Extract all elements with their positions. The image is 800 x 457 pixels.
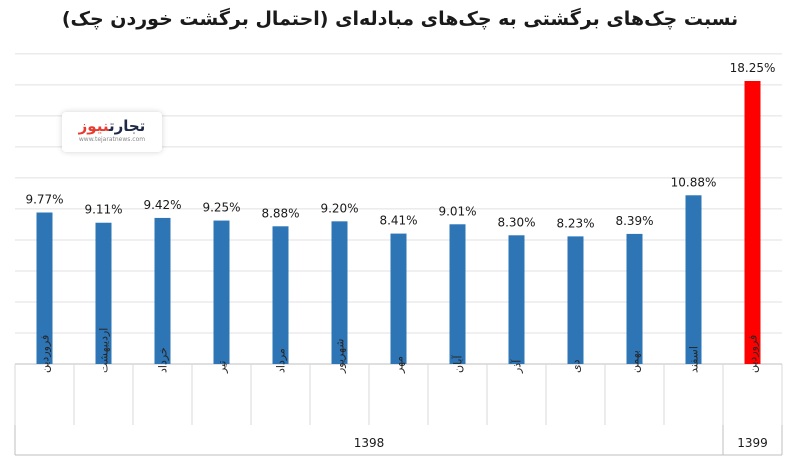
bar xyxy=(626,233,643,364)
bar xyxy=(567,236,584,364)
data-label: 8.41% xyxy=(379,214,417,228)
category-label: اسفند xyxy=(688,346,701,373)
bar xyxy=(449,224,466,364)
bar xyxy=(685,195,702,364)
data-label: 8.30% xyxy=(497,215,535,229)
data-label: 8.88% xyxy=(261,206,299,220)
category-label: تیر xyxy=(216,361,229,374)
bar xyxy=(213,220,230,364)
category-label: فروردین xyxy=(747,335,760,373)
bar xyxy=(331,221,348,364)
data-label: 10.88% xyxy=(671,175,717,189)
data-label: 8.39% xyxy=(615,214,653,228)
category-label: خرداد xyxy=(157,347,170,373)
bar xyxy=(390,233,407,364)
category-label: مرداد xyxy=(275,348,288,373)
data-label: 9.42% xyxy=(143,198,181,212)
category-label: شهریور xyxy=(334,339,347,374)
group-label: 1399 xyxy=(737,436,768,450)
data-label: 9.11% xyxy=(84,203,122,217)
bar xyxy=(36,212,53,364)
data-label: 9.01% xyxy=(438,204,476,218)
category-label: دی xyxy=(570,359,583,373)
category-label: مهر xyxy=(393,356,406,374)
bar xyxy=(154,217,171,364)
bar xyxy=(508,235,525,364)
logo-url: www.tejaratnews.com xyxy=(78,136,146,143)
category-label: اردیبهشت xyxy=(98,328,111,373)
data-label: 9.77% xyxy=(25,192,63,206)
logo-text: تجارتنیوز xyxy=(78,117,146,135)
bar xyxy=(272,226,289,364)
category-label: آذر xyxy=(510,359,524,374)
bar xyxy=(95,222,112,364)
category-label: بهمن xyxy=(629,350,642,373)
group-label: 1398 xyxy=(354,436,385,450)
tejaratnews-logo: تجارتنیوز www.tejaratnews.com xyxy=(62,112,162,152)
bar xyxy=(744,81,761,364)
data-label: 18.25% xyxy=(730,61,776,75)
data-label: 9.25% xyxy=(202,201,240,215)
category-label: فروردین xyxy=(39,335,52,373)
chart-title: نسبت چک‌های برگشتی به چک‌های مبادله‌ای (… xyxy=(61,8,739,30)
data-label: 9.20% xyxy=(320,201,358,215)
data-label: 8.23% xyxy=(556,216,594,230)
category-label: آبان xyxy=(451,355,465,373)
